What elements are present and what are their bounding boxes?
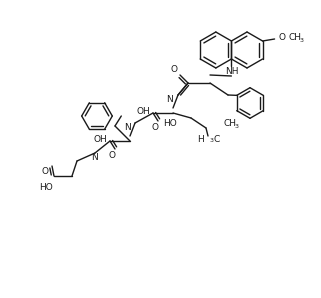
Text: O: O — [42, 167, 49, 176]
Text: OH: OH — [93, 134, 107, 144]
Text: NH: NH — [225, 66, 238, 75]
Text: N: N — [166, 95, 173, 105]
Text: N: N — [91, 153, 98, 162]
Text: HO: HO — [163, 119, 177, 128]
Text: O: O — [152, 122, 159, 131]
Text: O: O — [108, 150, 116, 159]
Text: CH: CH — [224, 119, 237, 128]
Text: OH: OH — [136, 106, 150, 116]
Text: HO: HO — [39, 184, 53, 193]
Text: N: N — [124, 122, 131, 131]
Text: 3: 3 — [210, 137, 214, 142]
Text: 3: 3 — [299, 38, 304, 44]
Text: O: O — [170, 64, 178, 74]
Text: H: H — [197, 136, 204, 145]
Text: C: C — [214, 134, 220, 144]
Text: CH: CH — [289, 32, 302, 41]
Text: O: O — [279, 32, 286, 41]
Text: 3: 3 — [235, 125, 239, 130]
